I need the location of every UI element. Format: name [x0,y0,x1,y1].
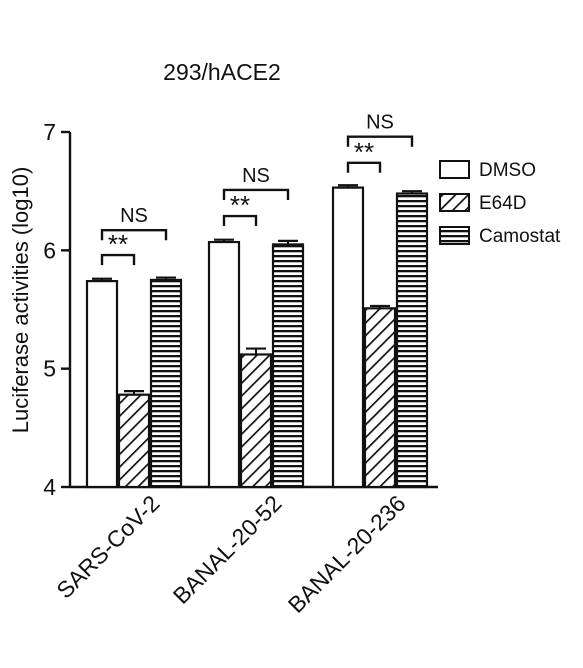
legend-label: E64D [479,193,527,214]
significance-label: NS [120,205,148,227]
bar [395,192,429,489]
significance-label: ** [108,229,128,259]
significance-bracket [346,161,382,173]
bar [149,278,183,489]
significance-label: ** [230,190,250,220]
significance-bracket [222,188,290,200]
significance-bracket [100,253,136,266]
bar [239,353,273,489]
legend-label: Camostat [479,226,561,247]
legend-swatch [439,193,470,212]
significance-bracket [100,229,168,241]
y-tick-label: 7 [43,119,56,145]
legend-swatch [439,226,470,245]
x-tick-label: SARS-CoV-2 [51,490,164,603]
x-tick-label: BANAL-20-236 [283,490,411,618]
y-tick-label: 6 [43,237,56,263]
significance-bracket [222,214,258,227]
bar [331,186,365,489]
bar [85,280,119,489]
y-tick-label: 5 [43,356,56,382]
bar [207,240,241,489]
x-tick-label: BANAL-20-52 [168,490,287,609]
significance-label: ** [354,137,374,167]
bar [271,243,305,489]
significance-annotations: **NS **NS**NS [100,112,414,266]
y-tick-label: 4 [43,474,56,500]
significance-bracket [346,135,414,147]
bar [363,307,397,489]
bar [117,393,151,489]
y-axis-label: Luciferase activities (log10) [8,167,33,434]
significance-label: NS [366,112,394,134]
legend-swatch [439,160,470,179]
chart-title: 293/hACE2 [163,59,281,85]
significance-label: NS [242,165,270,187]
legend: DMSO E64D Camostat [439,160,561,247]
legend-label: DMSO [479,160,536,181]
bars [85,184,429,489]
